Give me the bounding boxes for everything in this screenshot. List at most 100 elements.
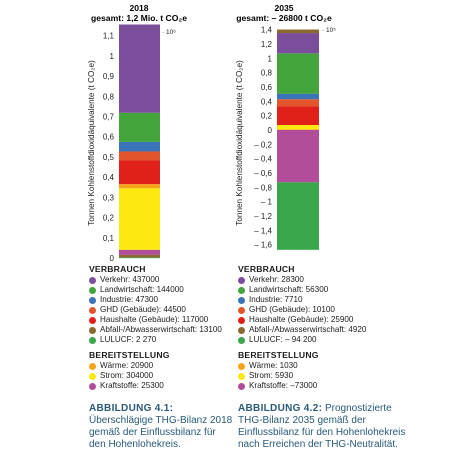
legend-2035-bereitstellung-heading: BEREITSTELLUNG [238, 350, 319, 360]
legend-dot-icon [238, 276, 245, 284]
bar-2035-strom [277, 125, 319, 130]
legend-item-label: Strom: 5930 [249, 371, 294, 380]
legend-2018-verbrauch-ghd: GHD (Gebäude): 44500 [89, 305, 222, 315]
legend-2035-verbrauch-landwirtschaft: Landwirtschaft: 56300 [238, 285, 366, 295]
legend-dot-icon [238, 286, 245, 294]
legend-2035-verbrauch-heading: VERBRAUCH [238, 264, 295, 274]
chart-2018-unit-label: · 10⁶ [162, 29, 176, 36]
caption-2035-text: Prognostizierte THG-Bilanz 2035 gemäß de… [238, 403, 406, 450]
legend-dot-icon [89, 362, 96, 370]
legend-item-label: LULUCF: – 94 200 [249, 335, 317, 344]
legend-2035-verbrauch-haushalte: Haushalte (Gebäude): 25900 [238, 315, 366, 325]
chart-2035: 2035 gesamt: – 26800 t CO₂e Tonnen Kohle… [235, 3, 336, 250]
chart-2035-y-axis-label: Tonnen Kohlenstoffdioxidäquivalente (t C… [235, 60, 244, 226]
bar-2018-industrie [119, 141, 160, 152]
legend-2035-bereit-strom: Strom: 5930 [238, 371, 366, 381]
bar-2018-haushalte [119, 160, 160, 185]
legend-item-label: Abfall-/Abwasserwirtschaft: 4920 [249, 325, 367, 334]
legend-item-label: Landwirtschaft: 56300 [249, 285, 329, 294]
bar-2035-abfall [277, 29, 319, 34]
chart-2035-subtitle: gesamt: – 26800 t CO₂e [236, 13, 332, 23]
caption-2018-text: Überschlägige THG-Bilanz 2018 gemäß der … [89, 415, 233, 450]
legend-2035: VERBRAUCH Verkehr: 28300 Landwirtschaft: … [238, 264, 366, 391]
bar-2018-abfall [119, 254, 160, 258]
legend-item-label: Wärme: 20900 [100, 361, 154, 370]
chart-2035-y-tick: 0,2 [261, 112, 273, 121]
bar-2035-industrie [277, 93, 319, 100]
chart-2035-title: 2035 [274, 3, 293, 13]
chart-2018-y-tick: 0,1 [103, 234, 115, 243]
legend-item-label: Haushalte (Gebäude): 117000 [100, 315, 209, 324]
legend-2018-verbrauch-abfall: Abfall-/Abwasserwirtschaft: 13100 [89, 325, 222, 335]
bar-2018-kraftstoffe [119, 249, 160, 255]
chart-2018-y-tick: 0,2 [103, 214, 115, 223]
bar-2035-haushalte [277, 106, 319, 126]
legend-item-label: GHD (Gebäude): 10100 [249, 305, 335, 314]
chart-2018-y-tick: 0,5 [103, 153, 115, 162]
bar-2035-ghd [277, 99, 319, 107]
legend-dot-icon [89, 306, 96, 314]
chart-2018-subtitle: gesamt: 1,2 Mio. t CO₂e [91, 13, 187, 23]
caption-2018-label: ABBILDUNG 4.1: [89, 403, 174, 414]
chart-2018-y-tick: 0,7 [103, 113, 115, 122]
legend-2035-bereit-waerme: Wärme: 1030 [238, 361, 366, 371]
bar-2035-waerme [277, 129, 319, 130]
legend-2018-bereit-waerme: Wärme: 20900 [89, 361, 222, 371]
chart-2035-y-tick: – 0,6 [254, 169, 272, 178]
chart-2035-bar-stack [277, 29, 319, 250]
bar-2018-strom [119, 188, 160, 250]
legend-2018-verbrauch-lulucf: LULUCF: 2 270 [89, 335, 222, 345]
legend-dot-icon [89, 286, 96, 294]
legend-2018-bereit-strom: Strom: 304000 [89, 371, 222, 381]
legend-2035-verbrauch-abfall: Abfall-/Abwasserwirtschaft: 4920 [238, 325, 366, 335]
legend-dot-icon [89, 276, 96, 284]
legend-dot-icon [238, 316, 245, 324]
chart-2018-y-ticks: 0 0,1 0,2 0,3 0,4 0,5 0,6 0,7 0,8 0,9 1 1,1 [103, 32, 115, 263]
legend-2018-verbrauch-industrie: Industrie: 47300 [89, 295, 222, 305]
caption-2035-label: ABBILDUNG 4.2: [238, 403, 323, 414]
legend-item-label: Verkehr: 28300 [249, 275, 304, 284]
chart-2018-y-tick: 0,3 [103, 193, 115, 202]
legend-dot-icon [89, 372, 96, 380]
chart-2035-y-tick: 1,2 [261, 40, 273, 49]
chart-2035-y-tick: – 1,2 [254, 212, 272, 221]
legend-dot-icon [238, 336, 245, 344]
bar-2018-lulucf [119, 257, 160, 259]
bar-2035-kraftstoffe [277, 130, 319, 183]
legend-2018: VERBRAUCH Verkehr: 437000 Landwirtschaft:… [89, 264, 222, 391]
legend-dot-icon [89, 382, 96, 390]
legend-dot-icon [89, 296, 96, 304]
chart-2018-bar-stack [119, 24, 160, 259]
legend-item-label: LULUCF: 2 270 [100, 335, 157, 344]
legend-item-label: Strom: 304000 [100, 371, 154, 380]
legend-2035-verbrauch-lulucf: LULUCF: – 94 200 [238, 335, 366, 345]
legend-item-label: Landwirtschaft: 144000 [100, 285, 184, 294]
legend-dot-icon [238, 306, 245, 314]
legend-2018-verbrauch-heading: VERBRAUCH [89, 264, 146, 274]
bar-2035-verkehr [277, 33, 319, 54]
chart-2035-y-tick: 0,8 [261, 69, 273, 78]
legend-dot-icon [238, 326, 245, 334]
legend-item-label: Verkehr: 437000 [100, 275, 160, 284]
chart-2035-y-tick: 1,4 [261, 26, 273, 35]
chart-2035-y-tick: 0,4 [261, 97, 273, 106]
legend-2035-bereit-kraftstoffe: Kraftstoffe: –73000 [238, 381, 366, 391]
bar-2018-verkehr [119, 24, 160, 113]
legend-item-label: Abfall-/Abwasserwirtschaft: 13100 [100, 325, 222, 334]
legend-item-label: Industrie: 7710 [249, 295, 303, 304]
legend-dot-icon [89, 316, 96, 324]
legend-dot-icon [238, 362, 245, 370]
legend-dot-icon [238, 382, 245, 390]
chart-2035-y-tick: – 1,4 [254, 226, 272, 235]
chart-area: 2018 gesamt: 1,2 Mio. t CO₂e Tonnen Kohl… [87, 3, 336, 263]
legend-2018-bereitstellung-heading: BEREITSTELLUNG [89, 350, 170, 360]
legend-item-label: Wärme: 1030 [249, 361, 298, 370]
chart-2018: 2018 gesamt: 1,2 Mio. t CO₂e Tonnen Kohl… [87, 3, 187, 263]
chart-2035-y-tick: – 1,6 [254, 241, 272, 250]
legend-item-label: Kraftstoffe: –73000 [249, 381, 318, 390]
chart-2018-y-tick: 1 [110, 52, 115, 61]
legend-2035-verbrauch-ghd: GHD (Gebäude): 10100 [238, 305, 366, 315]
caption-2035: ABBILDUNG 4.2: Prognostizierte THG-Bilan… [238, 403, 406, 451]
legend-dot-icon [238, 372, 245, 380]
chart-2035-y-tick: – 1 [261, 198, 273, 207]
